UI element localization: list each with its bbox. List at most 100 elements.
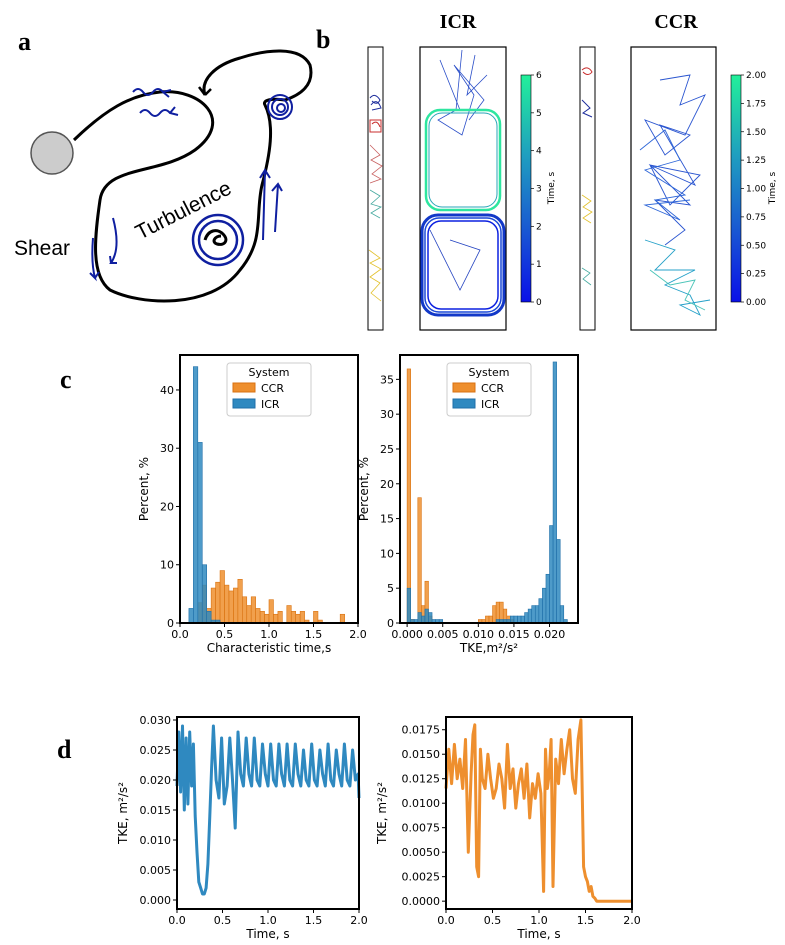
ccr-bar — [406, 368, 411, 624]
ccr-bar — [286, 605, 292, 624]
icr-bar — [417, 612, 422, 624]
x-tick-label: 0.0 — [437, 914, 455, 927]
x-tick-label: 1.5 — [305, 628, 323, 641]
flow-boundary — [72, 49, 313, 303]
y-tick-label: 0.020 — [140, 774, 172, 787]
icr-title: ICR — [440, 11, 477, 33]
y-axis-label: Percent, % — [357, 457, 371, 521]
x-tick-label: 1.5 — [305, 914, 323, 927]
vortex-large — [191, 213, 245, 267]
y-tick-label: 5 — [387, 582, 394, 595]
legend-title: System — [248, 366, 289, 379]
x-tick-label: 0.005 — [427, 628, 459, 641]
icr-bar — [556, 539, 561, 624]
particle-sphere — [30, 131, 74, 175]
x-tick-label: 0.010 — [463, 628, 495, 641]
x-tick-label: 1.5 — [577, 914, 595, 927]
y-tick-label: 0.015 — [140, 804, 172, 817]
ccr-bar — [417, 497, 422, 624]
y-tick-label: 0.0025 — [402, 871, 441, 884]
legend-swatch-ccr — [232, 382, 256, 393]
y-tick-label: 0 — [387, 617, 394, 630]
ccr-bar — [268, 599, 274, 624]
ccr-bar — [299, 611, 305, 624]
legend-entry-ccr: CCR — [261, 382, 284, 395]
plot-frame — [399, 354, 579, 624]
icr-bar — [534, 605, 540, 624]
panel-label-b: b — [316, 25, 330, 54]
colorbar-tick-label: 0.50 — [746, 241, 766, 251]
icr-bar — [520, 615, 525, 624]
turbulence-label: Turbulence — [132, 177, 235, 245]
colorbar-tick-label: 1.25 — [746, 156, 766, 166]
icr-trajectory-box — [419, 46, 507, 331]
ccr-bar — [255, 608, 261, 624]
legend-entry-ccr: CCR — [481, 382, 504, 395]
legend-entry-icr: ICR — [481, 398, 500, 411]
turbulence-arrows — [259, 168, 283, 241]
icr-bar — [201, 564, 207, 624]
ccr-bar — [233, 587, 239, 624]
y-tick-label: 0.0050 — [402, 846, 441, 859]
x-axis-label: Time, s — [516, 927, 560, 941]
y-axis-label: Percent, % — [137, 457, 151, 521]
histogram-tke: 0.000 0.005 0.010 0.015 0.020 0 5 10 15 20 25 30 35 T… — [357, 354, 579, 655]
y-tick-label: 0.005 — [140, 864, 172, 877]
plot-frame — [176, 716, 360, 910]
ccr-strip — [579, 46, 596, 331]
colorbar-tick-label: 1.00 — [746, 185, 766, 195]
icr-colorbar-label: Time, s — [547, 171, 557, 205]
ccr-bar — [264, 613, 270, 624]
x-tick-label: 2.0 — [349, 628, 367, 641]
shear-label: Shear — [14, 237, 70, 260]
y-tick-label: 20 — [380, 478, 394, 491]
colorbar-tick-label: 1.50 — [746, 128, 766, 138]
y-tick-label: 25 — [380, 443, 394, 456]
ccr-bar — [313, 611, 319, 624]
flow-arrowhead — [198, 86, 212, 96]
x-tick-label: 0.000 — [391, 628, 423, 641]
ccr-bar — [339, 613, 345, 624]
ccr-trajectory-box — [630, 46, 717, 331]
legend-title: System — [468, 366, 509, 379]
colorbar-tick-label: 1.75 — [746, 99, 766, 109]
ccr-bar — [219, 570, 225, 624]
y-tick-label: 35 — [380, 373, 394, 386]
colorbar-tick-label: 2.00 — [746, 71, 766, 81]
ccr-colorbar-label: Time, s — [768, 171, 778, 205]
timeseries-ccr: 0.0 0.5 1.0 1.5 2.0 0.0000 0.0025 0.0050 0.0075 0… — [375, 716, 641, 941]
x-tick-label: 0.0 — [168, 914, 186, 927]
icr-strip — [367, 46, 384, 331]
ccr-tke-line — [444, 718, 632, 903]
colorbar-tick-label: 0 — [536, 298, 542, 308]
timeseries-icr: 0.0 0.5 1.0 1.5 2.0 0.000 0.005 0.010 0.015 0.020… — [116, 714, 368, 941]
icr-bar — [545, 573, 550, 624]
icr-bar — [549, 525, 554, 624]
ccr-bar — [228, 590, 234, 624]
colorbar-tick-label: 2 — [536, 222, 542, 232]
ccr-bar — [242, 596, 248, 624]
ccr-bar — [250, 596, 256, 624]
panel-label-a: a — [18, 27, 31, 56]
y-tick-label: 0.010 — [140, 834, 172, 847]
x-tick-label: 0.5 — [216, 628, 234, 641]
y-tick-label: 0.0100 — [402, 797, 441, 810]
ccr-bar — [485, 615, 490, 624]
icr-bar — [206, 611, 212, 624]
icr-bar — [524, 612, 529, 624]
x-tick-label: 2.0 — [623, 914, 641, 927]
icr-colorbar: 0 1 2 3 4 5 6 Time, s — [520, 71, 557, 308]
icr-bar — [527, 608, 533, 624]
legend-entry-icr: ICR — [261, 398, 280, 411]
colorbar-tick-label: 6 — [536, 71, 542, 81]
ccr-bar — [290, 611, 296, 624]
icr-bar — [542, 587, 547, 624]
icr-bar — [428, 612, 433, 624]
icr-bar — [559, 605, 565, 624]
colorbar-tick-label: 0.25 — [746, 270, 766, 280]
y-tick-label: 20 — [160, 500, 174, 513]
icr-bar — [510, 615, 515, 624]
panel-label-c: c — [60, 365, 72, 394]
ccr-bar — [273, 613, 279, 624]
